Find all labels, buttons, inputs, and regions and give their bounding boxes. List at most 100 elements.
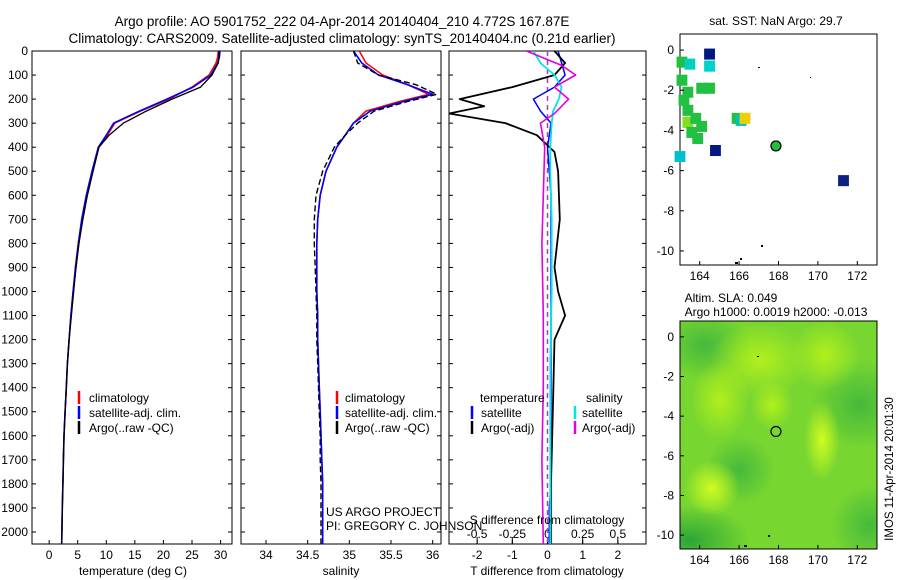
series-climatology (60, 51, 220, 544)
pi-label: PI: GREGORY C. JOHNSON (326, 519, 482, 533)
sst-map: sat. SST: NaN Argo: 29.7 164 166 168 170 172… (657, 14, 878, 283)
salinity-axes-frame (240, 50, 442, 545)
legend-climatology-label: climatology (345, 391, 405, 405)
coast-speck (758, 67, 760, 68)
temperature-panel: 0100200300400500600700800900100011001200… (1, 44, 233, 578)
tdiff-x-tick-label: -2 (472, 548, 483, 562)
depth-tick-label: 1700 (1, 453, 28, 467)
depth-tick-label: 200 (8, 92, 28, 106)
sla-blob (684, 460, 740, 516)
sla-lat-label: -4 (663, 409, 674, 423)
sst-cell (704, 82, 715, 94)
depth-tick-label: 1600 (1, 429, 28, 443)
sst-cell (682, 86, 694, 98)
sdiff-x-tick-label: 0 (544, 527, 551, 541)
sdiff-x-tick-label: -0.25 (499, 527, 527, 541)
sla-blob (790, 321, 860, 390)
sst-map-axes: 164 166 168 170 172 0 -2 -4 -6 -8 -10 (657, 43, 868, 283)
temperature-x-tick-label: 0 (46, 548, 53, 562)
sst-cell (682, 116, 694, 128)
depth-tick-label: 1900 (1, 501, 28, 515)
sst-cell (704, 48, 715, 60)
difference-panel: -2 -1 0 1 2 -0.5 -0.25 0 0.25 0.5 T difference fr… (448, 50, 647, 578)
sdiff-x-tick-label: 0.5 (610, 527, 627, 541)
tdiff-x-tick-label: 1 (579, 548, 586, 562)
sst-cell (678, 94, 690, 106)
sst-lat-label: -10 (657, 244, 675, 258)
sst-map-title: sat. SST: NaN Argo: 29.7 (709, 14, 843, 28)
sst-cells (674, 48, 849, 187)
difference-depth-ticks (449, 50, 646, 533)
figure-title-line2: Climatology: CARS2009. Satellite-adjuste… (68, 31, 615, 46)
depth-tick-label: 500 (8, 164, 28, 178)
temperature-x-tick-label: 30 (214, 548, 228, 562)
series-argo-raw-qc- (313, 51, 438, 544)
sla-blob (830, 485, 877, 549)
legend-salinity-title: salinity (586, 391, 623, 405)
figure-title-line1: Argo profile: AO 5901752_222 04-Apr-2014… (115, 14, 570, 29)
series-temperature-argo-adj- (449, 51, 566, 544)
series-satellite-adj-clim- (315, 51, 434, 544)
legend-t-argo-label: Argo(-adj) (481, 421, 534, 435)
argo-position-marker (770, 140, 782, 152)
tdiff-x-tick-label: -1 (507, 548, 518, 562)
sst-lon-label: 166 (729, 269, 749, 283)
sst-cell (739, 112, 751, 124)
depth-tick-label: 900 (8, 260, 28, 274)
series-climatology (316, 51, 430, 544)
sst-cell (696, 82, 708, 94)
sst-lat-label: -8 (663, 204, 674, 218)
temperature-axes-frame (31, 50, 233, 545)
depth-tick-label: 1500 (1, 405, 28, 419)
legend-argo-label: Argo(..raw -QC) (345, 421, 430, 435)
sdiff-x-tick-label: -0.5 (467, 527, 488, 541)
sst-lon-label: 170 (808, 269, 828, 283)
depth-tick-label: 1400 (1, 381, 28, 395)
sla-lat-label: -10 (657, 528, 675, 542)
coast-speck (757, 356, 759, 357)
sst-lon-label: 172 (847, 269, 867, 283)
depth-tick-label: 1100 (2, 309, 28, 323)
difference-top-xlabel: S difference from climatology (470, 513, 625, 527)
temperature-series (60, 51, 221, 544)
sla-field (680, 321, 877, 549)
depth-tick-label: 100 (8, 68, 28, 82)
legend-s-satellite-label: satellite (582, 406, 623, 420)
temperature-x-tick-label: 5 (74, 548, 81, 562)
imos-timestamp: IMOS 11-Apr-2014 20:01:30 (884, 397, 896, 541)
sla-blob (804, 400, 840, 480)
sla-blob (750, 380, 794, 430)
temperature-x-tick-label: 20 (157, 548, 171, 562)
salinity-x-tick-label: 36 (426, 548, 440, 562)
series-argo-raw-qc- (61, 51, 220, 544)
sla-blob (690, 360, 750, 440)
temperature-x-tick-label: 25 (185, 548, 199, 562)
depth-tick-label: 2000 (1, 525, 28, 539)
sst-lat-label: -2 (663, 83, 674, 97)
legend-satellite-label: satellite-adj. clim. (89, 406, 181, 420)
sla-lon-label: 168 (768, 553, 788, 567)
depth-tick-label: 1200 (1, 333, 28, 347)
tdiff-x-tick-label: 0 (544, 548, 551, 562)
sla-lat-label: -2 (663, 370, 674, 384)
sla-map-axes: 164 166 168 170 172 0 -2 -4 -6 -8 -10 (657, 330, 868, 567)
salinity-x-tick-label: 35.5 (379, 548, 403, 562)
sst-lat-label: 0 (667, 43, 674, 57)
sst-cell (686, 126, 698, 138)
sst-lat-label: -6 (663, 164, 674, 178)
depth-tick-label: 0 (21, 44, 28, 58)
salinity-xlabel: salinity (323, 564, 360, 578)
sst-coast-specks (735, 67, 811, 264)
depth-tick-label: 1000 (1, 284, 28, 298)
temperature-xlabel: temperature (deg C) (79, 564, 187, 578)
salinity-series (313, 51, 438, 544)
sst-cell (684, 58, 696, 70)
legend-temperature-title: temperature (480, 391, 545, 405)
sst-cell (676, 74, 688, 86)
sst-cell (690, 112, 702, 124)
sst-cell (696, 120, 708, 132)
legend-satellite-label: satellite-adj. clim. (345, 406, 437, 420)
depth-tick-label: 400 (8, 140, 28, 154)
depth-tick-label: 1800 (1, 477, 28, 491)
legend-t-satellite-label: satellite (481, 406, 522, 420)
